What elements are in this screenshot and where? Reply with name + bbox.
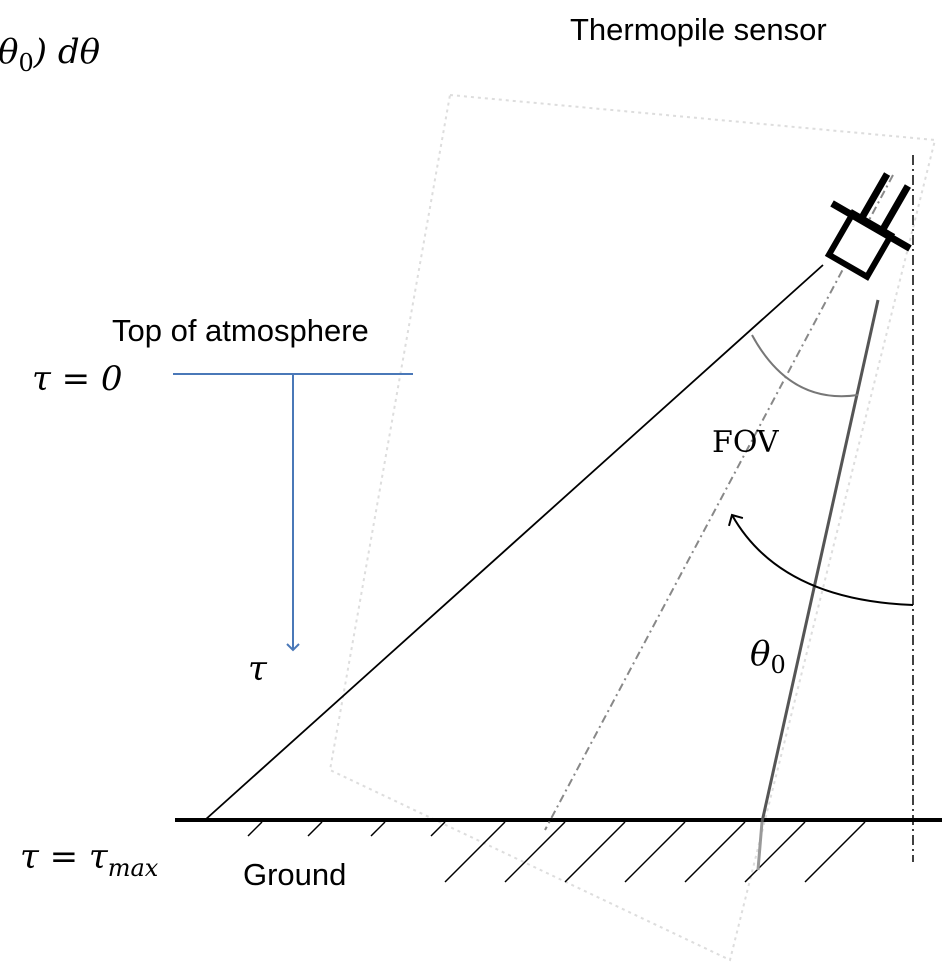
top-label: Top of atmosphere (112, 313, 369, 348)
formula-sub: 0 (18, 49, 33, 77)
faint-frame (328, 93, 937, 962)
sensor-label: Thermopile sensor (570, 12, 827, 47)
fov-edge (204, 264, 824, 821)
formula: θ0) dθ (0, 32, 100, 77)
tau-zero: τ = 0 (32, 359, 123, 399)
angle-label: θ0 (750, 634, 786, 679)
tau-max: τ = τmax (20, 837, 159, 882)
angle-arrow (728, 513, 914, 606)
ground-label: Ground (243, 857, 346, 892)
fov-arc (751, 334, 859, 398)
formula-symbol: θ (0, 32, 18, 72)
fov-label: FOV (712, 425, 780, 460)
tau-arrow-label: τ (248, 649, 268, 689)
fov-edge (760, 299, 880, 823)
tau-max-main: τ = τ (20, 837, 109, 877)
sensor-icon (824, 172, 912, 281)
angle-symbol: θ (750, 634, 770, 674)
ground-hatch (247, 821, 866, 883)
formula-rest: ) dθ (33, 32, 100, 72)
tau-max-sub: max (108, 854, 159, 882)
fov-edge-extension (756, 821, 764, 871)
sensor-axis (544, 174, 894, 831)
angle-sub: 0 (770, 651, 785, 679)
